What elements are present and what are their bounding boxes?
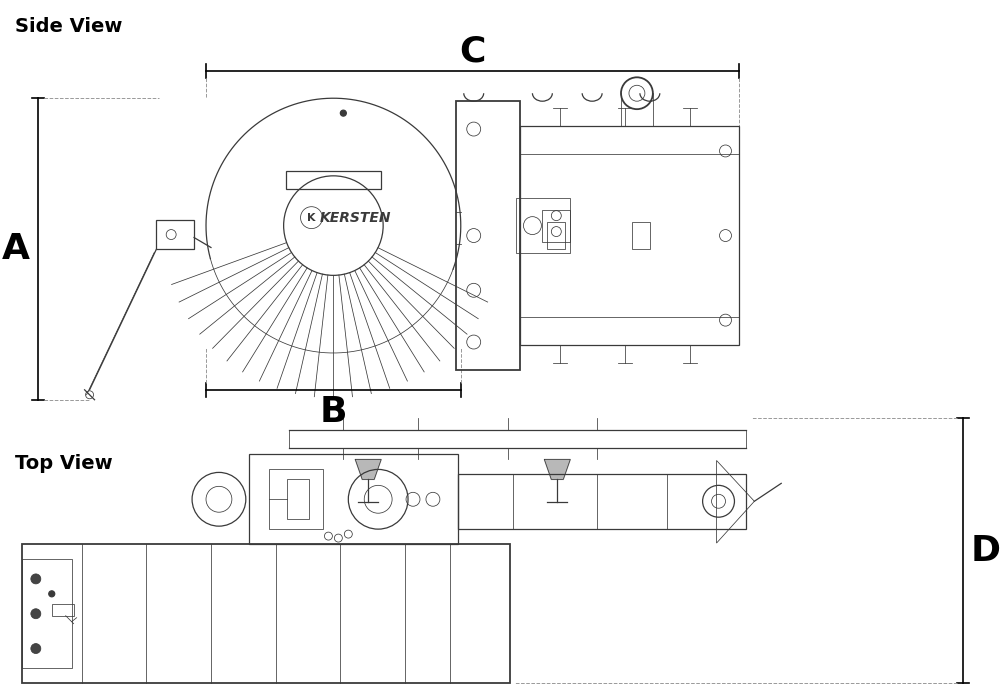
Bar xyxy=(249,454,458,544)
Text: KERSTEN: KERSTEN xyxy=(320,211,391,225)
Text: B: B xyxy=(320,395,347,428)
Bar xyxy=(547,222,565,249)
Text: K: K xyxy=(307,213,316,223)
Text: D: D xyxy=(970,533,1000,568)
Bar xyxy=(156,220,194,249)
Circle shape xyxy=(31,643,41,654)
Circle shape xyxy=(49,591,55,597)
Bar xyxy=(287,480,309,519)
Circle shape xyxy=(340,110,346,116)
Text: Top View: Top View xyxy=(15,454,113,473)
Bar xyxy=(458,475,746,529)
Bar xyxy=(632,222,650,249)
Bar xyxy=(22,544,510,683)
Bar xyxy=(516,197,570,253)
Bar xyxy=(52,604,74,616)
Bar xyxy=(520,126,739,345)
Bar xyxy=(542,210,570,242)
Bar xyxy=(22,559,72,668)
Text: A: A xyxy=(2,232,30,266)
Bar xyxy=(286,171,381,189)
Circle shape xyxy=(31,609,41,619)
Polygon shape xyxy=(355,459,381,480)
Bar xyxy=(269,470,323,529)
Circle shape xyxy=(31,574,41,584)
Bar xyxy=(456,102,520,370)
Polygon shape xyxy=(544,459,570,480)
Text: C: C xyxy=(460,34,486,69)
Text: Side View: Side View xyxy=(15,17,122,36)
